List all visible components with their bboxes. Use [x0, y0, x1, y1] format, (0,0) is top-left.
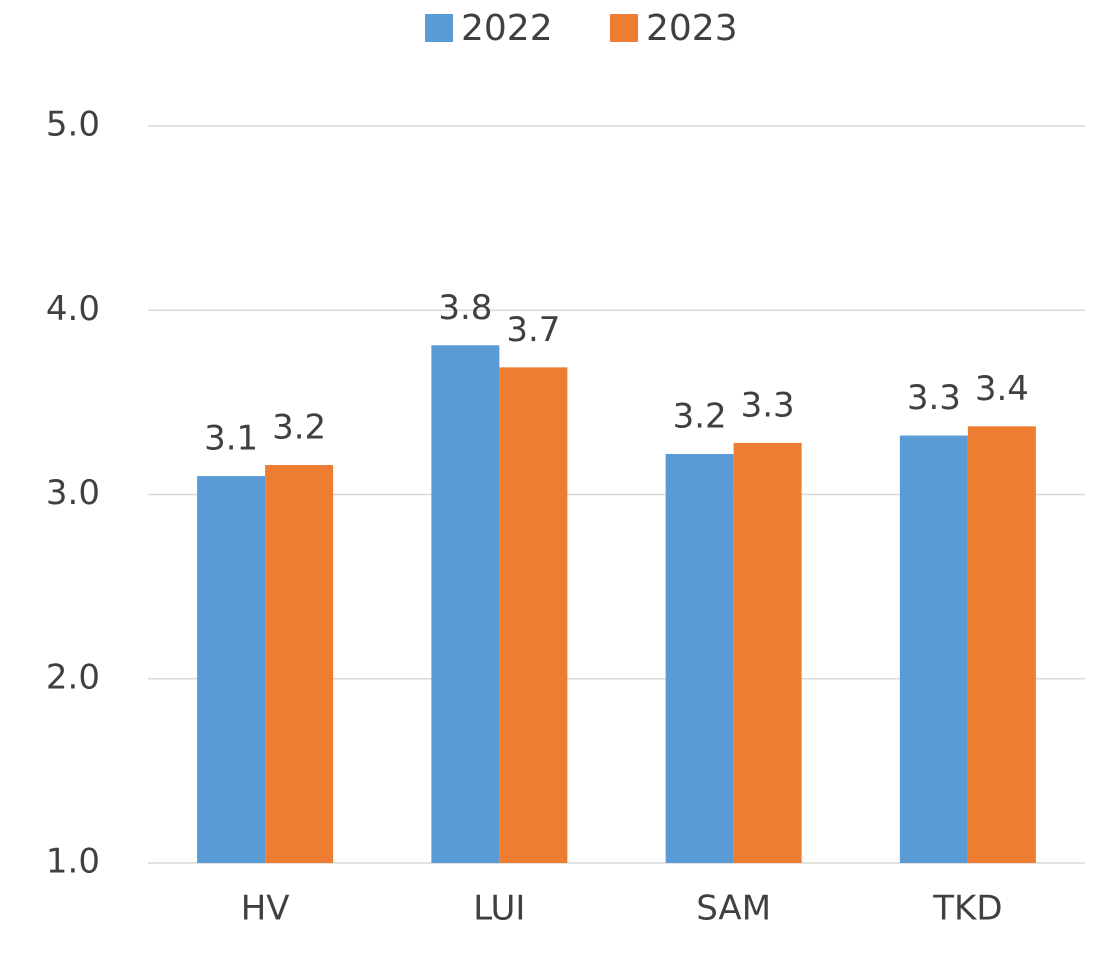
data-label: 3.3: [741, 385, 795, 425]
y-tick-label: 4.0: [46, 289, 100, 329]
bar: [899, 435, 968, 863]
y-tick-label: 5.0: [46, 105, 100, 145]
bar: [431, 345, 500, 863]
x-tick-label: TKD: [932, 889, 1002, 929]
legend-label: 2023: [646, 8, 738, 49]
bar: [197, 476, 266, 863]
x-tick-label: SAM: [696, 889, 771, 929]
data-label: 3.2: [673, 396, 727, 436]
legend-swatch: [425, 14, 453, 42]
bar: [733, 442, 802, 863]
x-tick-label: LUI: [473, 889, 525, 929]
data-label: 3.8: [438, 288, 492, 328]
bar: [499, 367, 568, 863]
data-label: 3.1: [204, 419, 258, 459]
x-tick-label: HV: [241, 889, 290, 929]
y-tick-label: 2.0: [46, 657, 100, 697]
bar: [265, 465, 334, 863]
y-tick-label: 3.0: [46, 473, 100, 513]
y-tick-label: 1.0: [46, 842, 100, 882]
data-label: 3.4: [975, 369, 1029, 409]
data-label: 3.7: [506, 310, 560, 350]
data-label: 3.2: [272, 408, 326, 448]
bar: [967, 426, 1036, 863]
data-label: 3.3: [907, 378, 961, 418]
legend-swatch: [610, 14, 638, 42]
bar: [665, 453, 734, 863]
legend-label: 2022: [461, 8, 553, 49]
